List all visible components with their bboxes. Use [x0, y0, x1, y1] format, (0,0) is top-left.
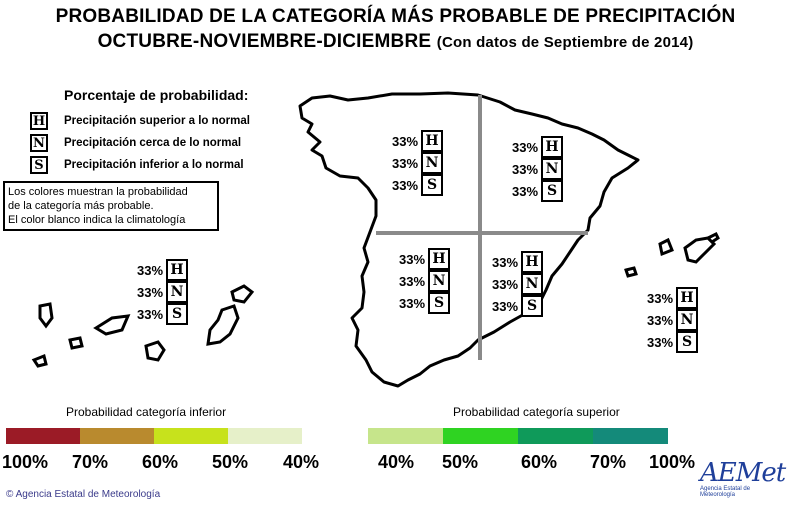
island-la-palma — [40, 304, 52, 326]
box-h: H — [521, 251, 543, 273]
region-northeast: 33% H 33% N 33% S — [512, 136, 563, 202]
box-h: H — [428, 248, 450, 270]
lower-swatch-2 — [80, 428, 154, 444]
upper-swatch-2 — [443, 428, 518, 444]
aemet-logo: AEMet Agencia Estatal de Meteorología — [700, 458, 786, 498]
island-la-gomera — [70, 338, 82, 348]
box-h: H — [541, 136, 563, 158]
box-h: H — [421, 130, 443, 152]
box-s: S — [676, 331, 698, 353]
box-n: N — [428, 270, 450, 292]
prob-n-value: 33% — [137, 285, 163, 300]
upper-swatch-3 — [518, 428, 593, 444]
prob-n-value: 33% — [492, 277, 518, 292]
upper-tick: 70% — [590, 452, 626, 473]
prob-s-value: 33% — [647, 335, 673, 350]
prob-h-value: 33% — [392, 134, 418, 149]
box-h: H — [676, 287, 698, 309]
lower-scale-title: Probabilidad categoría inferior — [66, 405, 226, 419]
upper-swatch-4 — [593, 428, 668, 444]
island-ibiza — [626, 268, 636, 276]
copyright-text: © Agencia Estatal de Meteorología — [6, 489, 160, 500]
lower-tick: 100% — [2, 452, 48, 473]
prob-s-value: 33% — [492, 299, 518, 314]
box-n: N — [521, 273, 543, 295]
prob-h-value: 33% — [399, 252, 425, 267]
prob-s-value: 33% — [392, 178, 418, 193]
prob-n-value: 33% — [647, 313, 673, 328]
box-s: S — [421, 174, 443, 196]
box-s: S — [166, 303, 188, 325]
region-southeast: 33% H 33% N 33% S — [492, 251, 543, 317]
prob-h-value: 33% — [137, 263, 163, 278]
box-s: S — [541, 180, 563, 202]
lower-tick: 50% — [212, 452, 248, 473]
prob-n-value: 33% — [392, 156, 418, 171]
logo-wordmark: AEMet — [700, 458, 786, 488]
lower-swatch-1 — [6, 428, 80, 444]
island-gran-canaria — [146, 342, 164, 360]
island-fuerteventura — [208, 306, 238, 344]
lower-swatch-3 — [154, 428, 228, 444]
lower-color-bar — [6, 428, 302, 444]
box-n: N — [676, 309, 698, 331]
lower-tick: 70% — [72, 452, 108, 473]
upper-tick: 100% — [649, 452, 695, 473]
box-s: S — [521, 295, 543, 317]
island-tenerife — [96, 316, 128, 334]
lower-tick: 40% — [283, 452, 319, 473]
box-n: N — [166, 281, 188, 303]
region-northwest: 33% H 33% N 33% S — [392, 130, 443, 196]
prob-s-value: 33% — [512, 184, 538, 199]
upper-color-bar — [368, 428, 668, 444]
upper-tick: 40% — [378, 452, 414, 473]
island-menorca — [708, 234, 718, 242]
prob-s-value: 33% — [137, 307, 163, 322]
prob-n-value: 33% — [512, 162, 538, 177]
region-canarias: 33% H 33% N 33% S — [137, 259, 188, 325]
prob-h-value: 33% — [512, 140, 538, 155]
box-n: N — [421, 152, 443, 174]
prob-h-value: 33% — [492, 255, 518, 270]
lower-tick: 60% — [142, 452, 178, 473]
region-baleares: 33% H 33% N 33% S — [647, 287, 698, 353]
region-southwest: 33% H 33% N 33% S — [399, 248, 450, 314]
prob-s-value: 33% — [399, 296, 425, 311]
upper-scale-title: Probabilidad categoría superior — [453, 405, 620, 419]
upper-tick: 60% — [521, 452, 557, 473]
island-lanzarote — [232, 286, 252, 302]
island-el-hierro — [34, 356, 46, 366]
box-h: H — [166, 259, 188, 281]
island-mallorca-east — [660, 240, 672, 254]
box-s: S — [428, 292, 450, 314]
box-n: N — [541, 158, 563, 180]
upper-tick: 50% — [442, 452, 478, 473]
lower-swatch-4 — [228, 428, 302, 444]
prob-n-value: 33% — [399, 274, 425, 289]
prob-h-value: 33% — [647, 291, 673, 306]
upper-swatch-1 — [368, 428, 443, 444]
peninsula-outline — [300, 93, 638, 386]
